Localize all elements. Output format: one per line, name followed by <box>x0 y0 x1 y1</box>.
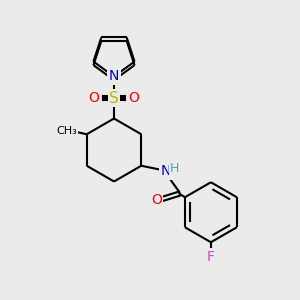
Text: N: N <box>109 70 119 83</box>
Text: N: N <box>161 164 171 178</box>
Text: O: O <box>88 91 99 105</box>
Text: H: H <box>170 162 180 175</box>
Text: S: S <box>109 91 119 106</box>
Text: CH₃: CH₃ <box>56 126 77 136</box>
Text: O: O <box>151 193 162 207</box>
Text: F: F <box>207 250 215 264</box>
Text: N: N <box>109 70 119 83</box>
Text: O: O <box>129 91 140 105</box>
